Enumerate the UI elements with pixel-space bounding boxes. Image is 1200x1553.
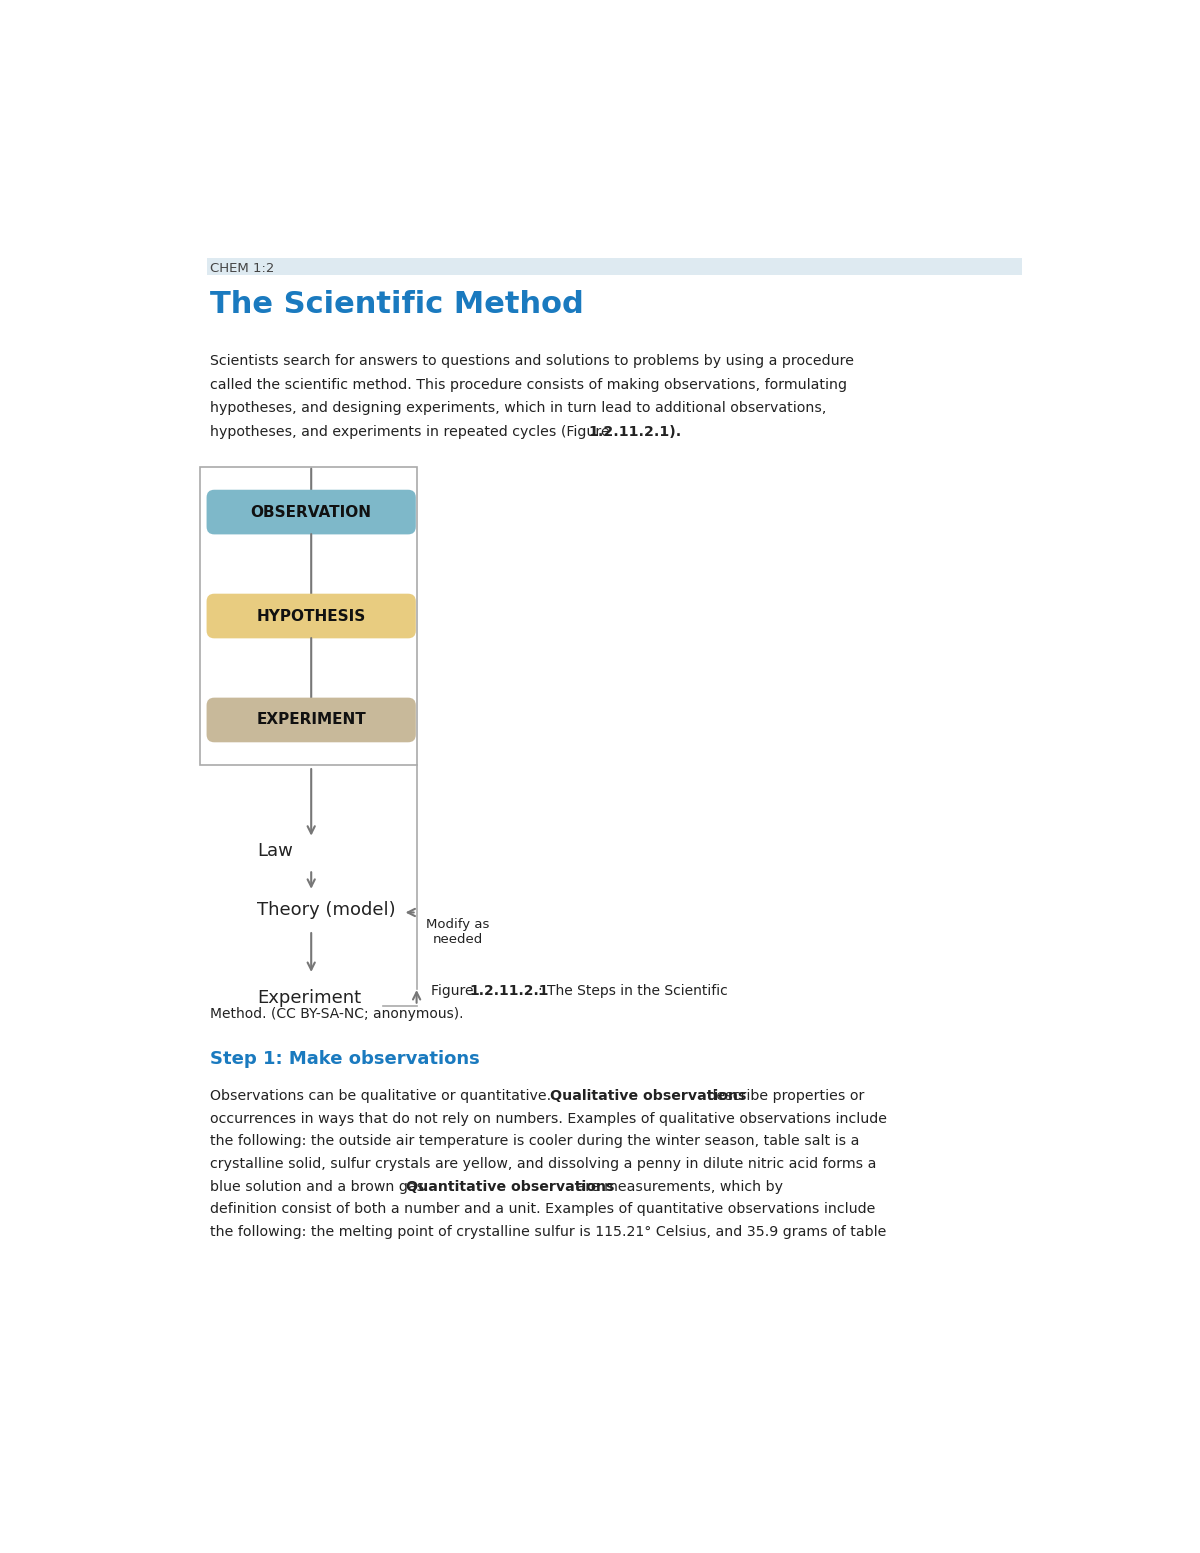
Text: describe properties or: describe properties or: [703, 1089, 865, 1103]
Text: occurrences in ways that do not rely on numbers. Examples of qualitative observa: occurrences in ways that do not rely on …: [210, 1112, 888, 1126]
FancyBboxPatch shape: [206, 697, 416, 742]
Text: CHEM 1:2: CHEM 1:2: [210, 262, 275, 275]
Text: the following: the outside air temperature is cooler during the winter season, t: the following: the outside air temperatu…: [210, 1134, 860, 1148]
Text: Method. (CC BY-SA-NC; anonymous).: Method. (CC BY-SA-NC; anonymous).: [210, 1008, 464, 1022]
Text: called the scientific method. This procedure consists of making observations, fo: called the scientific method. This proce…: [210, 377, 847, 391]
Text: Figure: Figure: [431, 985, 478, 999]
Text: Qualitative observations: Qualitative observations: [550, 1089, 746, 1103]
Text: hypotheses, and designing experiments, which in turn lead to additional observat: hypotheses, and designing experiments, w…: [210, 401, 827, 415]
Text: the following: the melting point of crystalline sulfur is 115.21° Celsius, and 3: the following: the melting point of crys…: [210, 1225, 887, 1239]
Text: Step 1: Make observations: Step 1: Make observations: [210, 1050, 480, 1068]
FancyBboxPatch shape: [206, 593, 416, 638]
Text: Experiment: Experiment: [257, 989, 361, 1006]
Text: Observations can be qualitative or quantitative.: Observations can be qualitative or quant…: [210, 1089, 556, 1103]
Text: blue solution and a brown gas.: blue solution and a brown gas.: [210, 1180, 433, 1194]
Text: definition consist of both a number and a unit. Examples of quantitative observa: definition consist of both a number and …: [210, 1202, 876, 1216]
Text: Quantitative observations: Quantitative observations: [406, 1180, 614, 1194]
Text: 1.2.11.2.1: 1.2.11.2.1: [469, 985, 548, 999]
Text: HYPOTHESIS: HYPOTHESIS: [257, 609, 366, 623]
Text: Law: Law: [257, 842, 293, 860]
Text: : The Steps in the Scientific: : The Steps in the Scientific: [538, 985, 727, 999]
Text: Modify as
needed: Modify as needed: [426, 918, 490, 946]
Text: are measurements, which by: are measurements, which by: [571, 1180, 782, 1194]
FancyBboxPatch shape: [206, 258, 1022, 275]
Text: 1.2.11.2.1).: 1.2.11.2.1).: [589, 424, 682, 438]
Text: crystalline solid, sulfur crystals are yellow, and dissolving a penny in dilute : crystalline solid, sulfur crystals are y…: [210, 1157, 877, 1171]
Text: The Scientific Method: The Scientific Method: [210, 290, 584, 320]
Text: Scientists search for answers to questions and solutions to problems by using a : Scientists search for answers to questio…: [210, 354, 854, 368]
Text: Theory (model): Theory (model): [257, 901, 396, 919]
Text: EXPERIMENT: EXPERIMENT: [257, 713, 366, 727]
FancyBboxPatch shape: [206, 489, 416, 534]
Text: hypotheses, and experiments in repeated cycles (Figure: hypotheses, and experiments in repeated …: [210, 424, 614, 438]
Text: OBSERVATION: OBSERVATION: [251, 505, 372, 520]
